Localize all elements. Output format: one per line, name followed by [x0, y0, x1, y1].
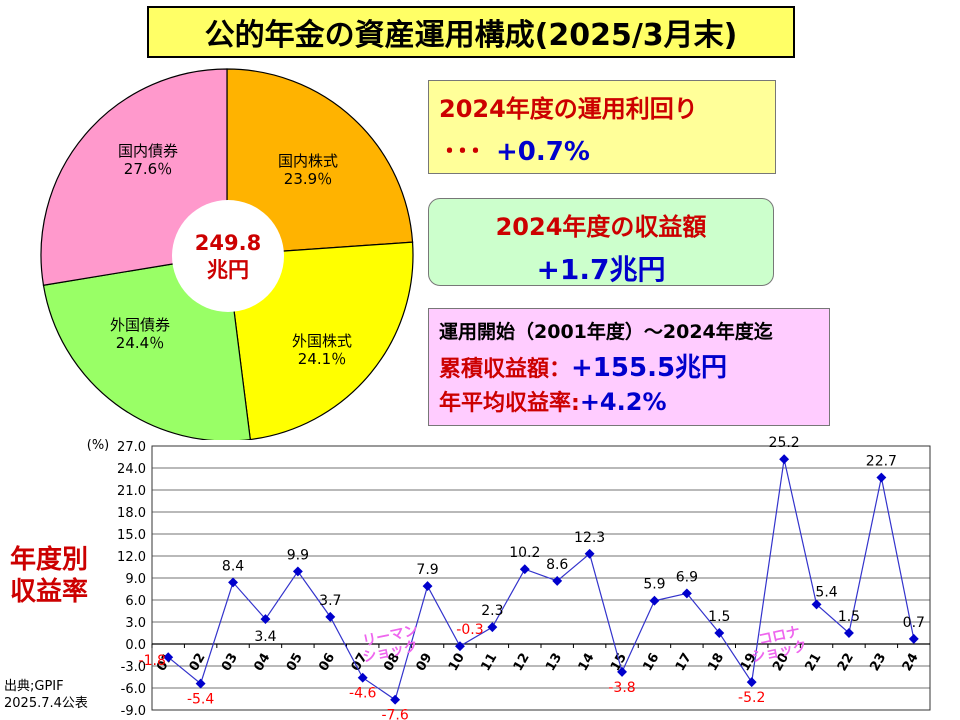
- data-point: [357, 672, 368, 683]
- data-label: 0.7: [903, 615, 925, 631]
- y-tick-label: -3.0: [121, 660, 146, 675]
- cumulative-value: +155.5兆円: [571, 353, 728, 383]
- data-label: 6.9: [676, 569, 698, 585]
- pie-slice-name: 外国債券: [110, 316, 170, 334]
- data-label: 9.9: [287, 547, 309, 563]
- pie-slice-percent: 23.9％: [284, 170, 332, 188]
- data-point: [163, 652, 174, 663]
- data-label: 1.5: [708, 609, 730, 625]
- data-point: [811, 599, 822, 610]
- data-point: [552, 575, 563, 586]
- income-value: +1.7兆円: [536, 253, 666, 286]
- yield-heading: 2024年度の運用利回り: [439, 95, 698, 123]
- cumulative-heading: 運用開始（2001年度）～2024年度迄: [439, 321, 773, 343]
- pie-center-hole: [172, 200, 284, 312]
- data-point: [390, 694, 401, 705]
- data-point: [714, 628, 725, 638]
- data-label: 7.9: [416, 562, 438, 578]
- y-tick-label: 6.0: [125, 594, 146, 609]
- data-label: 2.3: [481, 603, 503, 619]
- income-box: 2024年度の収益額 +1.7兆円: [428, 198, 774, 286]
- data-label: -5.2: [738, 690, 765, 706]
- cumulative-label: 累積収益額：: [439, 357, 572, 382]
- pie-slice-name: 外国株式: [292, 332, 352, 350]
- data-label: -0.3: [456, 622, 483, 638]
- data-point: [325, 611, 336, 622]
- y-tick-label: 18.0: [117, 506, 146, 521]
- data-label: -4.6: [349, 686, 376, 702]
- yield-value: +0.7%: [496, 137, 590, 167]
- cumulative-box: 運用開始（2001年度）～2024年度迄 累積収益額：+155.5兆円 年平均収…: [428, 308, 830, 426]
- data-point: [228, 577, 238, 588]
- data-point: [260, 614, 271, 625]
- data-label: 10.2: [509, 545, 540, 561]
- average-label: 年平均収益率:: [439, 391, 580, 416]
- source-line1: 出典;GPIF: [4, 679, 64, 694]
- data-label: 12.3: [574, 530, 605, 546]
- y-tick-label: 21.0: [117, 484, 146, 499]
- data-point: [487, 622, 498, 633]
- data-point: [617, 666, 627, 677]
- data-label: 25.2: [769, 435, 800, 451]
- y-tick-label: 24.0: [117, 462, 146, 477]
- data-point: [779, 454, 790, 465]
- data-point: [876, 472, 887, 483]
- y-tick-label: 9.0: [125, 572, 146, 587]
- data-point: [649, 595, 660, 606]
- source-line2: 2025.7.4公表: [4, 696, 88, 711]
- pie-slice-percent: 24.1％: [298, 350, 346, 368]
- data-label: 22.7: [866, 454, 897, 470]
- pie-slice-percent: 24.4％: [116, 334, 164, 352]
- income-heading: 2024年度の収益額: [495, 213, 707, 241]
- pie-center-value: 249.8: [195, 231, 261, 255]
- data-label: -1.8: [139, 653, 166, 669]
- data-point: [455, 641, 465, 652]
- pie-slice-2: [226, 241, 414, 440]
- data-label: 5.9: [643, 577, 665, 593]
- data-point: [681, 588, 692, 599]
- data-point: [519, 564, 530, 575]
- data-label: 3.7: [319, 593, 341, 609]
- data-label: 3.4: [254, 629, 276, 645]
- data-label: 8.6: [546, 557, 568, 573]
- data-point: [292, 566, 303, 577]
- series-line: [167, 459, 915, 701]
- data-label: -7.6: [381, 708, 408, 720]
- y-tick-label: -9.0: [121, 704, 146, 719]
- data-point: [584, 548, 595, 559]
- pie-slice-name: 国内株式: [278, 152, 338, 170]
- side-label-line1: 年度別: [10, 545, 89, 575]
- data-point: [908, 633, 919, 644]
- data-point: [844, 628, 854, 638]
- side-label-line2: 収益率: [10, 577, 89, 607]
- data-point: [746, 677, 757, 688]
- pie-slice-1: [226, 68, 414, 256]
- pie-center-unit: 兆円: [207, 258, 249, 282]
- pie-slice-percent: 27.6％: [124, 160, 172, 178]
- y-tick-label: 3.0: [125, 616, 146, 631]
- data-label: 8.4: [222, 558, 244, 574]
- average-value: +4.2%: [579, 388, 667, 416]
- y-tick-label: -6.0: [121, 682, 146, 697]
- data-label: -5.4: [187, 692, 214, 708]
- data-label: 5.4: [815, 584, 837, 600]
- yield-box: 2024年度の運用利回り ･･･ +0.7%: [428, 80, 776, 174]
- y-axis-label: (%): [87, 438, 110, 453]
- yield-dots: ･･･: [443, 137, 483, 167]
- y-tick-label: 0.0: [125, 638, 146, 653]
- data-label: -3.8: [608, 680, 635, 696]
- y-tick-label: 27.0: [117, 440, 146, 455]
- page-title: 公的年金の資産運用構成(2025/3月末): [147, 6, 795, 58]
- y-tick-label: 15.0: [117, 528, 146, 543]
- data-label: 1.5: [838, 609, 860, 625]
- data-point: [195, 678, 206, 689]
- y-tick-label: 12.0: [117, 550, 146, 565]
- pie-slice-name: 国内債券: [118, 142, 178, 160]
- data-point: [422, 581, 433, 592]
